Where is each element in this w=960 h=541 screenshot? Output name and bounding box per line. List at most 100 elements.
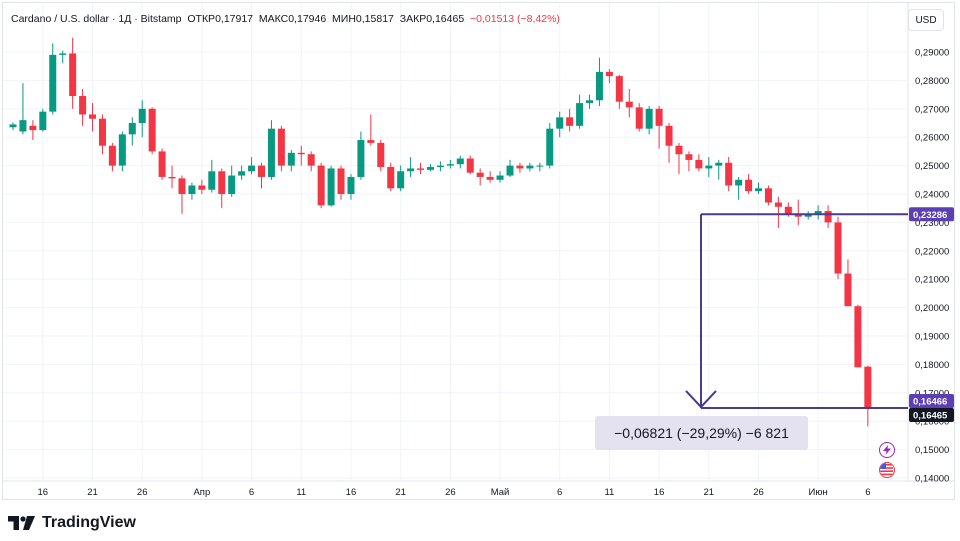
time-tick-label: 21: [704, 487, 715, 498]
candle: [536, 162, 544, 172]
time-tick-label: 21: [87, 487, 98, 498]
candle: [307, 151, 315, 172]
candle-body: [655, 108, 663, 126]
candles: [9, 37, 872, 427]
price-tick-label: 0,28000: [915, 76, 949, 87]
candle-body: [715, 162, 723, 166]
chart-legend: Cardano / U.S. dollar · 1Д · Bitstamp ОТ…: [11, 13, 560, 25]
candle-body: [595, 71, 603, 101]
candle-body: [645, 108, 653, 129]
candle: [814, 205, 822, 220]
candle-body: [317, 165, 325, 206]
candle: [586, 94, 594, 109]
candle-body: [496, 175, 504, 180]
candle-body: [267, 128, 275, 177]
candle-body: [248, 165, 256, 172]
candle: [566, 108, 574, 132]
time-tick-label: 16: [346, 487, 357, 498]
candle-body: [307, 154, 315, 166]
candle-body: [864, 366, 872, 409]
candle-body: [417, 168, 425, 170]
candle: [118, 131, 126, 172]
candle-body: [407, 168, 415, 172]
candle: [456, 155, 464, 169]
price-tick-label: 0,27000: [915, 104, 949, 115]
measure-label: −0,06821 (−29,29%) −6 821: [595, 416, 808, 450]
time-axis[interactable]: 16 21 26 Апр 6 11 16 21 26 Май 6 11 16 21 26 Июн 6: [38, 487, 871, 498]
candle: [466, 155, 474, 175]
candle: [715, 159, 723, 180]
candle-body: [29, 125, 37, 131]
candle: [208, 159, 216, 193]
candle-body: [566, 117, 574, 126]
tradingview-logo[interactable]: TradingView: [8, 514, 136, 532]
us-flag-icon[interactable]: [879, 462, 895, 478]
candle-body: [9, 124, 17, 128]
candle-body: [426, 167, 434, 170]
candle: [188, 182, 196, 200]
candle: [397, 165, 405, 192]
candle: [834, 216, 842, 280]
lightning-alert-icon[interactable]: [879, 442, 895, 458]
candle-body: [238, 171, 246, 176]
candle-body: [725, 162, 733, 186]
candle: [615, 74, 623, 109]
candle: [238, 165, 246, 180]
candle: [864, 365, 872, 427]
candle: [387, 162, 395, 192]
candle: [735, 176, 743, 200]
price-tick-label: 0,17000: [915, 388, 949, 399]
price-tick-label: 0,14000: [915, 474, 949, 485]
price-axis[interactable]: 0,14000 0,15000 0,16000 0,17000 0,18000 0,190…: [909, 48, 954, 485]
candle-body: [446, 164, 454, 166]
candle-body: [536, 165, 544, 167]
candle-body: [258, 165, 265, 177]
candle: [794, 199, 802, 226]
candle: [496, 171, 504, 183]
candle: [635, 103, 643, 132]
close-label: ЗАКР: [399, 13, 427, 25]
candle-body: [486, 176, 494, 180]
price-tick-label: 0,26000: [915, 133, 949, 144]
candle-body: [576, 103, 584, 126]
candle-body: [108, 145, 116, 166]
time-tick-label: Июн: [809, 487, 828, 498]
symbol-title[interactable]: Cardano / U.S. dollar · 1Д · Bitstamp: [11, 13, 182, 25]
time-tick-label: Май: [491, 487, 510, 498]
candle-body: [218, 171, 226, 194]
candle: [347, 174, 355, 200]
time-tick-label: 11: [296, 487, 306, 498]
candle-body: [605, 71, 613, 77]
candle: [625, 88, 633, 118]
candle: [327, 165, 335, 207]
candle-body: [586, 100, 594, 104]
price-label-box: [909, 393, 954, 408]
candle: [516, 162, 524, 173]
tradingview-mark-icon: [8, 516, 35, 530]
candlestick-chart[interactable]: 0,14000 0,15000 0,16000 0,17000 0,18000 0,190…: [3, 3, 954, 499]
candle: [675, 142, 683, 175]
candle-body: [814, 211, 822, 214]
price-tick-label: 0,25000: [915, 161, 949, 172]
candle-body: [287, 152, 295, 166]
candle-body: [327, 168, 335, 206]
currency-button[interactable]: USD: [908, 9, 944, 31]
candle: [764, 185, 772, 206]
price-tick-label: 0,21000: [915, 275, 949, 286]
candle-body: [745, 179, 753, 192]
candle: [148, 107, 156, 155]
candle: [755, 182, 762, 194]
candle-body: [138, 108, 146, 123]
price-range-measure[interactable]: [685, 213, 908, 409]
time-tick-label: 26: [753, 487, 764, 498]
candle-body: [377, 142, 385, 168]
candle: [367, 114, 375, 146]
candle-body: [556, 117, 564, 129]
candle-body: [466, 158, 474, 173]
candle: [59, 50, 67, 64]
price-tick-label: 0,22000: [915, 246, 949, 257]
candle-body: [546, 128, 554, 166]
time-tick-label: 6: [865, 487, 870, 498]
candle: [69, 37, 77, 109]
candle-body: [695, 159, 703, 169]
